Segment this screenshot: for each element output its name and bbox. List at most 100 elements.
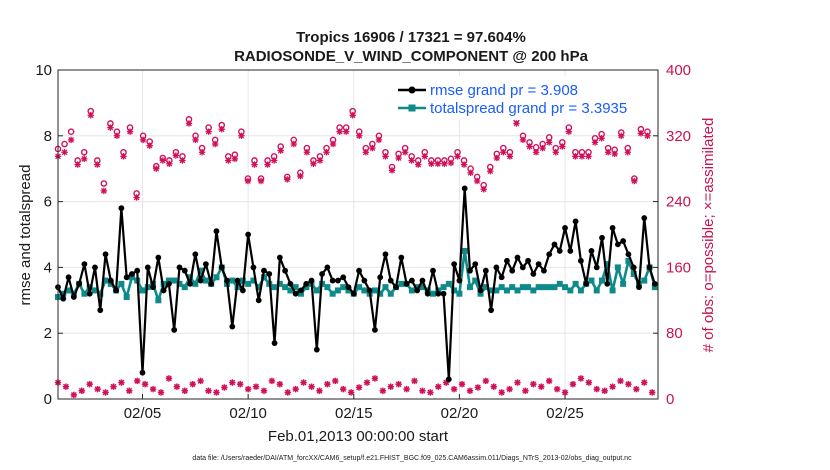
rmse-point xyxy=(282,267,289,274)
legend: rmse grand pr = 3.908 totalspread grand … xyxy=(395,76,627,120)
totalspread-point xyxy=(387,290,394,297)
obs-asterisk-stroke xyxy=(258,178,264,184)
totalspread-point xyxy=(297,290,304,297)
obs-assimilated-point xyxy=(532,149,540,156)
obs-asterisk-stroke xyxy=(114,132,120,139)
totalspread-point xyxy=(498,284,505,291)
rmse-point xyxy=(398,254,405,261)
obs-asterisk-stroke xyxy=(448,160,454,166)
rmse-point xyxy=(144,264,151,271)
rmse-point xyxy=(451,261,458,268)
obs-assimilated-point xyxy=(74,161,81,168)
obs-assimilated-point xyxy=(624,149,631,156)
obs-asterisk-stroke xyxy=(579,153,585,160)
obs-low-point xyxy=(427,389,434,396)
totalspread-point xyxy=(472,277,479,284)
obs-asterisk-stroke xyxy=(186,120,192,127)
obs-asterisk-stroke xyxy=(271,157,277,164)
left-axis-ticks: 0 2 4 6 8 10 xyxy=(35,62,63,408)
obs-low-point xyxy=(126,387,133,394)
totalspread-point xyxy=(334,287,341,294)
obs-asterisk-stroke xyxy=(78,387,85,394)
rmse-point xyxy=(382,251,389,258)
totalspread-point xyxy=(287,287,294,294)
obs-low-point xyxy=(593,385,600,393)
totalspread-point xyxy=(572,280,579,287)
obs-assimilated-point xyxy=(159,157,166,164)
obs-asterisk-stroke xyxy=(498,389,505,396)
totalspread-point xyxy=(271,284,278,291)
rmse-point xyxy=(620,238,627,244)
obs-asterisk-stroke xyxy=(601,387,608,394)
totalspread-point xyxy=(604,261,611,268)
obs-assimilated-point xyxy=(578,153,586,160)
rmse-point xyxy=(456,277,463,284)
obs-assimilated-point xyxy=(94,161,101,168)
obs-asterisk-stroke xyxy=(304,149,310,156)
obs-asterisk-stroke xyxy=(490,383,497,390)
rmse-point xyxy=(298,287,304,294)
obs-asterisk-stroke xyxy=(179,157,186,164)
rmse-point xyxy=(609,225,616,231)
rmse-point xyxy=(245,231,252,238)
obs-asterisk-stroke xyxy=(277,147,284,154)
x-axis-ticks: 02/05 02/10 02/15 02/20 02/25 xyxy=(124,394,584,422)
obs-asterisk-stroke xyxy=(530,381,537,388)
totalspread-point xyxy=(192,280,199,287)
rmse-point xyxy=(477,287,484,294)
rmse-point xyxy=(577,257,584,264)
obs-assimilated-point xyxy=(460,161,468,168)
x-tick-label: 02/05 xyxy=(124,405,162,422)
rmse-point xyxy=(255,297,262,304)
obs-asterisk-stroke xyxy=(598,135,605,142)
obs-asterisk-stroke xyxy=(107,124,114,131)
obs-possible-point xyxy=(100,180,108,187)
chart-title-line2: RADIOSONDE_V_WIND_COMPONENT @ 200 hPa xyxy=(234,48,589,65)
rmse-point xyxy=(350,290,357,297)
obs-assimilated-point xyxy=(153,165,160,172)
obs-asterisk-stroke xyxy=(140,137,147,143)
rmse-point xyxy=(583,280,590,287)
rmse-point xyxy=(276,254,283,261)
obs-asterisk-stroke xyxy=(142,381,149,388)
obs-assimilated-point xyxy=(225,157,232,164)
obs-asterisk-stroke xyxy=(618,132,625,139)
obs-low-point xyxy=(205,387,212,394)
obs-assimilated-point xyxy=(395,154,402,162)
obs-assimilated-point xyxy=(244,177,252,185)
obs-asterisk-stroke xyxy=(297,173,304,179)
rmse-point xyxy=(366,287,373,294)
obs-layer xyxy=(54,107,651,201)
obs-low-point xyxy=(355,384,363,391)
obs-asterisk-stroke xyxy=(461,161,467,168)
totalspread-point xyxy=(530,287,537,294)
obs-asterisk-stroke xyxy=(427,389,434,396)
obs-asterisk-stroke xyxy=(451,386,458,393)
obs-low-point xyxy=(181,387,188,394)
obs-asterisk-stroke xyxy=(467,169,474,176)
right-tick-label: 160 xyxy=(666,259,691,276)
rmse-point xyxy=(340,274,347,281)
rmse-point xyxy=(187,280,193,287)
right-axis-ticks: 0 80 160 240 320 400 xyxy=(653,62,691,408)
obs-low-point xyxy=(229,379,236,386)
rmse-point xyxy=(192,251,199,258)
obs-assimilated-point xyxy=(80,155,88,163)
obs-asterisk-stroke xyxy=(533,149,539,156)
totalspread-point xyxy=(641,277,648,284)
rmse-point xyxy=(636,284,642,291)
rmse-point xyxy=(646,264,653,271)
rmse-point xyxy=(546,251,553,258)
obs-asterisk-stroke xyxy=(336,128,343,135)
rmse-point xyxy=(171,327,178,333)
obs-asterisk-stroke xyxy=(253,383,259,390)
x-tick-label: 02/25 xyxy=(546,405,584,422)
obs-low-point xyxy=(149,385,157,393)
obs-assimilated-point xyxy=(120,153,127,160)
rmse-point xyxy=(651,280,658,287)
obs-asterisk-stroke xyxy=(395,381,402,388)
obs-assimilated-point xyxy=(336,128,343,135)
left-tick-label: 2 xyxy=(44,325,52,342)
obs-assimilated-point xyxy=(421,153,428,160)
obs-asterisk-stroke xyxy=(611,151,618,157)
